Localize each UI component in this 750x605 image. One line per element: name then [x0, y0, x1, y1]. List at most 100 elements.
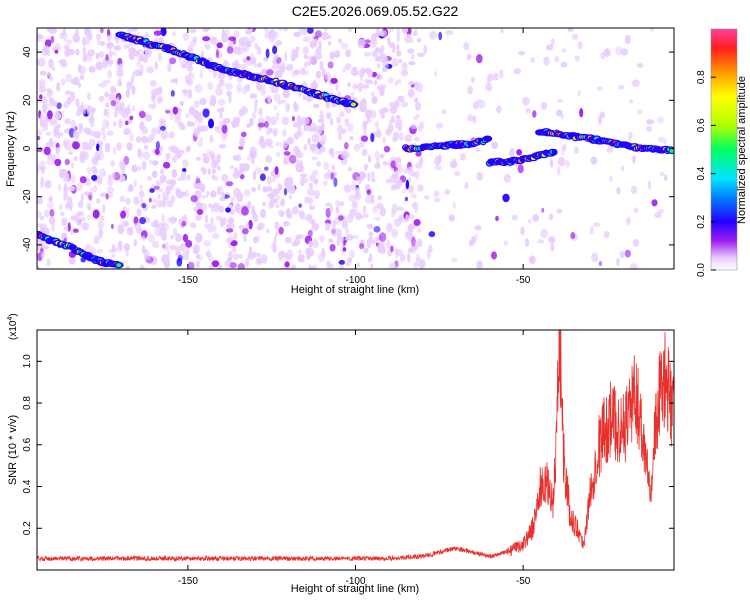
- noise-speckle: [249, 93, 258, 99]
- noise-speckle: [335, 150, 343, 155]
- noise-speckle: [135, 136, 142, 143]
- noise-speckle: [199, 97, 207, 106]
- noise-speckle: [137, 49, 144, 56]
- noise-speckle: [208, 203, 213, 208]
- noise-speckle: [266, 69, 274, 76]
- noise-speckle: [227, 218, 235, 224]
- noise-speckle: [116, 96, 120, 105]
- noise-speckle: [272, 45, 278, 55]
- noise-speckle: [363, 120, 369, 125]
- noise-speckle: [367, 154, 372, 164]
- noise-speckle: [491, 141, 499, 149]
- noise-speckle: [97, 220, 105, 230]
- noise-speckle: [338, 37, 343, 44]
- noise-speckle: [271, 242, 277, 252]
- noise-speckle: [362, 212, 369, 219]
- noise-speckle: [272, 56, 277, 65]
- noise-speckle: [261, 84, 266, 91]
- noise-speckle: [360, 135, 369, 142]
- noise-speckle: [232, 118, 238, 126]
- noise-speckle: [329, 243, 336, 252]
- noise-speckle: [166, 152, 171, 160]
- noise-speckle: [382, 161, 390, 166]
- noise-speckle: [591, 252, 599, 263]
- noise-speckle: [603, 230, 610, 239]
- noise-speckle: [387, 77, 394, 85]
- noise-speckle: [560, 61, 568, 68]
- noise-speckle: [172, 30, 176, 37]
- noise-speckle: [131, 164, 138, 173]
- noise-speckle: [211, 174, 216, 180]
- noise-speckle: [404, 134, 413, 143]
- noise-speckle: [251, 211, 258, 221]
- noise-speckle: [99, 28, 104, 34]
- colorbar-tick-label: 0.0: [696, 263, 707, 277]
- noise-speckle: [464, 181, 469, 190]
- noise-speckle: [144, 48, 152, 58]
- noise-speckle: [376, 158, 380, 167]
- noise-speckle: [577, 41, 583, 50]
- noise-speckle: [313, 189, 320, 200]
- noise-speckle: [91, 174, 98, 181]
- noise-speckle: [41, 116, 49, 124]
- snr-y-multiplier: (x104): [7, 313, 19, 340]
- noise-speckle: [128, 231, 134, 236]
- noise-speckle: [324, 71, 332, 81]
- noise-speckle: [186, 65, 194, 72]
- noise-speckle: [83, 191, 90, 196]
- track-core: [669, 149, 674, 153]
- noise-speckle: [395, 249, 399, 259]
- noise-speckle: [226, 46, 234, 54]
- noise-speckle: [459, 153, 466, 161]
- noise-speckle: [185, 240, 193, 248]
- noise-speckle: [175, 233, 182, 243]
- track-blob: [551, 148, 558, 156]
- noise-speckle: [546, 44, 554, 51]
- noise-speckle: [272, 173, 276, 183]
- noise-speckle: [285, 102, 291, 113]
- noise-speckle: [434, 156, 441, 166]
- noise-speckle: [317, 118, 325, 123]
- noise-speckle: [96, 143, 100, 152]
- noise-speckle: [187, 261, 195, 269]
- noise-speckle: [125, 208, 130, 219]
- noise-speckle: [528, 255, 536, 265]
- noise-speckle: [157, 193, 161, 200]
- noise-speckle: [219, 121, 223, 127]
- noise-speckle: [126, 81, 133, 90]
- y-tick-label: 0.8: [22, 396, 33, 410]
- noise-speckle: [241, 63, 247, 71]
- noise-speckle: [540, 228, 549, 239]
- noise-speckle: [453, 170, 461, 177]
- noise-speckle: [46, 156, 55, 166]
- noise-speckle: [50, 119, 58, 124]
- noise-speckle: [664, 174, 668, 182]
- noise-speckle: [178, 218, 183, 225]
- noise-speckle: [279, 257, 283, 262]
- noise-speckle: [77, 82, 82, 88]
- spectrogram-x-label: Height of straight line (km): [291, 284, 419, 296]
- noise-speckle: [79, 75, 85, 80]
- noise-speckle: [299, 173, 308, 178]
- noise-speckle: [327, 61, 334, 69]
- noise-speckle: [590, 156, 598, 165]
- snr-y-multiplier-exp: 4: [7, 317, 14, 321]
- noise-speckle: [366, 79, 374, 85]
- noise-speckle: [315, 30, 322, 38]
- noise-speckle: [81, 105, 87, 115]
- noise-speckle: [237, 263, 245, 269]
- x-tick-label: -150: [178, 275, 198, 286]
- noise-speckle: [200, 183, 206, 193]
- noise-speckle: [218, 264, 223, 269]
- noise-speckle: [179, 243, 187, 252]
- noise-speckle: [295, 46, 300, 52]
- noise-speckle: [302, 177, 309, 184]
- noise-speckle: [325, 207, 331, 218]
- noise-speckle: [320, 146, 326, 153]
- noise-speckle: [225, 238, 233, 243]
- noise-speckle: [374, 120, 380, 129]
- noise-speckle: [106, 109, 110, 119]
- noise-speckle: [141, 235, 146, 242]
- noise-speckle: [499, 69, 504, 79]
- noise-speckle: [57, 131, 61, 140]
